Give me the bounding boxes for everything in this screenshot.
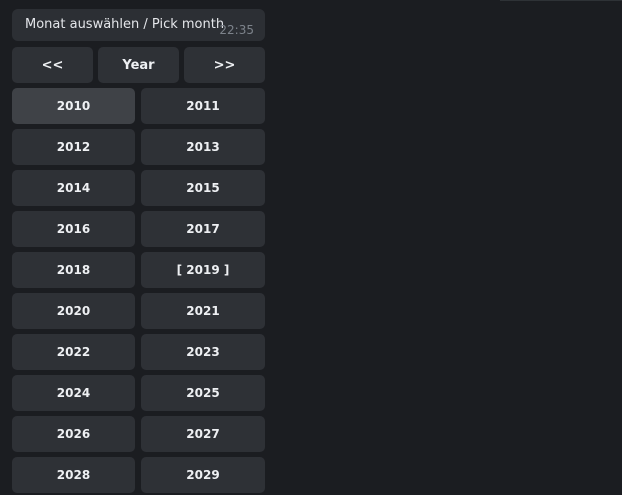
divider <box>500 0 622 1</box>
year-button[interactable]: 2021 <box>141 293 265 329</box>
year-button[interactable]: 2023 <box>141 334 265 370</box>
year-button[interactable]: 2028 <box>12 457 135 493</box>
year-button[interactable]: 2026 <box>12 416 135 452</box>
next-button[interactable]: >> <box>184 47 265 83</box>
year-button[interactable]: 2027 <box>141 416 265 452</box>
year-button[interactable]: 2025 <box>141 375 265 411</box>
year-button[interactable]: [ 2019 ] <box>141 252 265 288</box>
year-button[interactable]: 2017 <box>141 211 265 247</box>
message-bubble: Monat auswählen / Pick month 22:35 <box>12 9 265 41</box>
year-button[interactable]: 2018 <box>12 252 135 288</box>
year-button[interactable]: 2013 <box>141 129 265 165</box>
year-button[interactable]: 2015 <box>141 170 265 206</box>
year-button[interactable]: 2020 <box>12 293 135 329</box>
year-button[interactable]: 2011 <box>141 88 265 124</box>
message-text: Monat auswählen / Pick month <box>25 17 225 32</box>
year-button[interactable]: 2014 <box>12 170 135 206</box>
year-title-button[interactable]: Year <box>98 47 179 83</box>
message-time: 22:35 <box>219 23 254 37</box>
year-button[interactable]: 2029 <box>141 457 265 493</box>
year-button[interactable]: 2012 <box>12 129 135 165</box>
year-button[interactable]: 2010 <box>12 88 135 124</box>
year-button[interactable]: 2022 <box>12 334 135 370</box>
year-button[interactable]: 2024 <box>12 375 135 411</box>
year-button[interactable]: 2016 <box>12 211 135 247</box>
prev-button[interactable]: << <box>12 47 93 83</box>
